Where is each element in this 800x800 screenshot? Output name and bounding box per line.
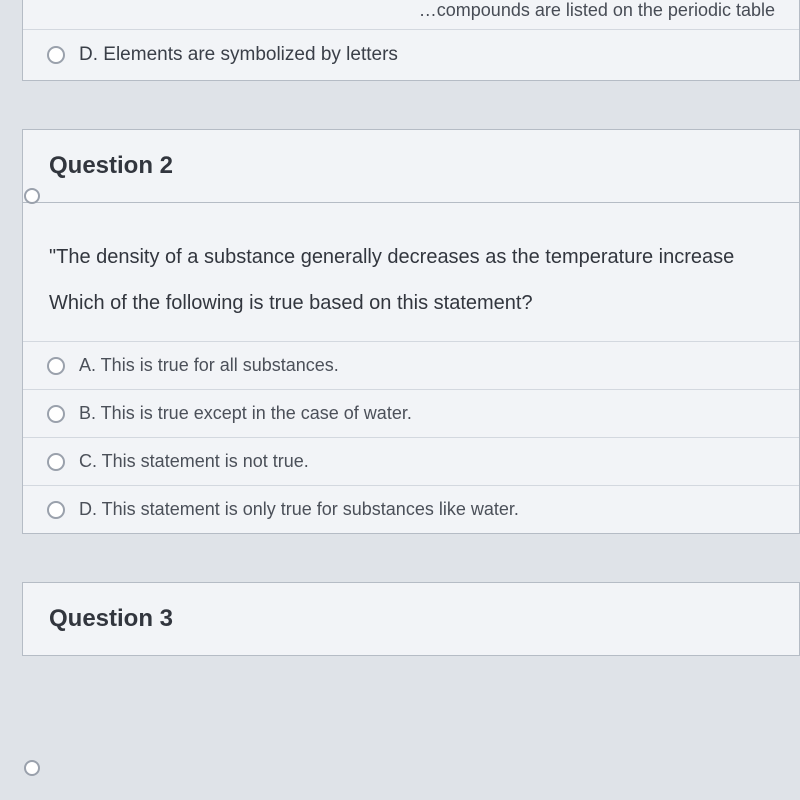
option-label: D. This statement is only true for subst… [79,499,519,520]
question-title: Question 3 [49,605,773,633]
radio-icon[interactable] [47,501,65,519]
option-label: B. This is true except in the case of wa… [79,403,412,424]
radio-icon[interactable] [47,453,65,471]
option-row-d[interactable]: D. This statement is only true for subst… [23,485,799,533]
radio-icon[interactable] [47,357,65,375]
radio-icon[interactable] [47,405,65,423]
question-text-line2: Which of the following is true based on … [49,283,773,323]
question-text-line1: "The density of a substance generally de… [49,237,773,277]
option-label: A. This is true for all substances. [79,355,339,376]
option-row[interactable]: D. Elements are symbolized by letters [23,29,799,80]
question-2-card: Question 2 "The density of a substance g… [22,129,800,534]
options-block: A. This is true for all substances. B. T… [23,341,799,533]
nav-bullet-q2[interactable] [24,188,40,204]
option-label: C. This statement is not true. [79,451,309,472]
option-row-b[interactable]: B. This is true except in the case of wa… [23,389,799,437]
option-row-c[interactable]: C. This statement is not true. [23,437,799,485]
radio-icon[interactable] [47,46,65,64]
option-label: D. Elements are symbolized by letters [79,44,398,66]
question-header: Question 2 [23,130,799,203]
partial-option-text: …compounds are listed on the periodic ta… [23,0,799,29]
previous-question-fragment: …compounds are listed on the periodic ta… [22,0,800,81]
question-header: Question 3 [23,583,799,655]
question-title: Question 2 [49,152,173,180]
option-row-a[interactable]: A. This is true for all substances. [23,342,799,389]
nav-bullet-q3[interactable] [24,760,40,776]
question-body: "The density of a substance generally de… [23,203,799,341]
question-3-card: Question 3 [22,582,800,656]
